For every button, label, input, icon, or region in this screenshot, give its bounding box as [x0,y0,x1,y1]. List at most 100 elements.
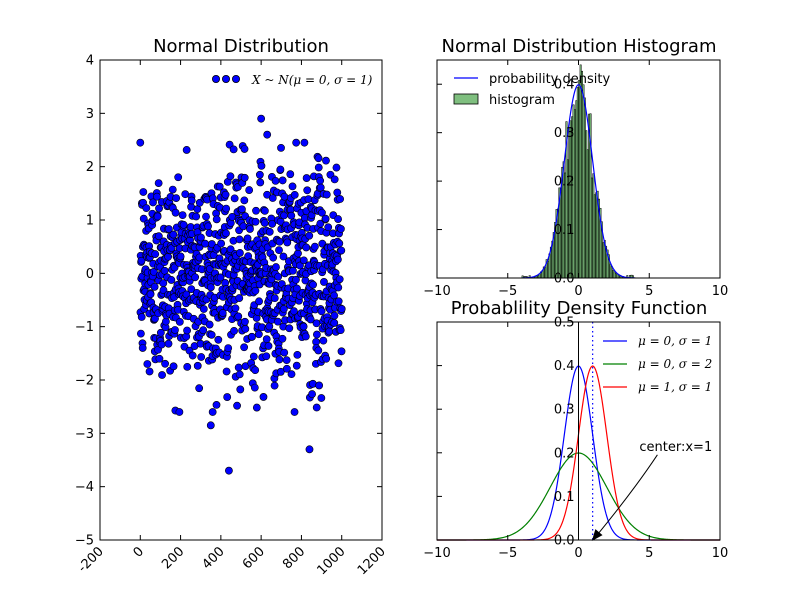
scatter-point [149,267,158,276]
pdf-legend-label-1: μ = 0, σ = 1 [638,334,712,348]
y-tick-label: 3 [86,107,94,122]
scatter-point [240,196,249,205]
scatter-point [317,307,326,316]
scatter-point [306,315,315,324]
scatter-point [192,212,201,221]
x-tick-label: 5 [645,284,653,299]
y-tick-label: −1 [75,320,94,335]
scatter-point [234,363,243,372]
scatter-point [208,408,217,416]
scatter-point [294,249,302,258]
scatter-point [330,319,339,327]
y-tick-label: −3 [75,427,94,442]
y-tick-label: 0.1 [554,490,575,505]
scatter-point [255,170,264,179]
scatter-point [270,294,279,303]
scatter-point [151,250,160,258]
scatter-point [171,326,179,334]
scatter-point [164,339,173,348]
scatter-legend-marker [211,75,220,84]
y-tick-label: −5 [75,534,94,549]
scatter-point [312,319,321,328]
y-tick-label: 1 [86,214,94,229]
scatter-point [334,215,342,223]
scatter-point [214,335,223,344]
scatter-point [137,256,146,265]
scatter-point [257,114,266,123]
scatter-point [260,219,269,227]
scatter-point [252,403,261,412]
scatter-point [337,225,345,233]
scatter-point [254,330,263,339]
scatter-point [290,408,299,416]
scatter-point [222,367,231,376]
scatter-point [145,367,154,376]
scatter-point [279,252,288,261]
scatter-point [238,205,246,214]
scatter-point [324,223,333,232]
scatter-point [175,317,184,326]
histogram-density-line [521,84,636,279]
histogram-legend-bar-swatch [453,93,479,105]
scatter-point [246,225,254,233]
scatter-point [288,182,297,191]
scatter-point [201,239,210,248]
pdf-legend-label-2: μ = 0, σ = 2 [638,357,712,371]
scatter-point [187,285,196,293]
scatter-point [292,275,300,284]
x-tick-label: −5 [498,284,517,299]
scatter-point [150,282,159,291]
scatter-point [251,217,260,226]
scatter-point [233,401,241,410]
scatter-point [183,362,192,371]
scatter-point [195,384,204,393]
scatter-point [156,328,165,337]
scatter-point [276,165,285,174]
scatter-point [320,278,328,286]
y-tick-label: 0.2 [554,446,575,461]
scatter-point [314,154,323,163]
y-tick-label: 2 [86,160,94,175]
scatter-point [314,163,323,172]
scatter-point [302,174,311,182]
scatter-point [188,351,197,360]
scatter-point [221,190,230,199]
scatter-point [334,359,343,368]
scatter-point [155,354,164,363]
y-tick-label: 4 [86,54,94,69]
x-tick-label: 600 [240,544,268,572]
annotation-arrow [594,454,658,539]
scatter-point [333,255,342,264]
scatter-point [256,178,265,187]
scatter-point [250,383,259,392]
scatter-point [175,408,184,416]
scatter-point [169,362,178,371]
scatter-point [334,297,343,306]
scatter-point [282,364,291,373]
scatter-point [268,194,277,202]
x-tick-label: −5 [498,546,517,561]
scatter-point [283,238,292,247]
scatter-point [268,219,277,228]
scatter-point [330,175,339,184]
y-tick-label: 0.0 [554,272,575,287]
scatter-point [199,326,208,335]
x-tick-label: −10 [423,284,450,299]
scatter-point [207,330,216,339]
scatter-point [316,183,325,192]
scatter-point [230,194,239,203]
histogram-legend-density-label: probability density [489,72,610,87]
scatter-point [317,394,326,402]
scatter-point [234,312,243,321]
scatter-point [305,231,314,240]
scatter-point [315,381,324,390]
scatter-point [187,196,196,205]
scatter-point [183,326,191,335]
scatter-point [274,272,283,281]
histogram-title: Normal Distribution Histogram [442,36,717,57]
scatter-point [273,317,282,326]
scatter-point [212,401,221,409]
scatter-point [241,317,249,326]
scatter-point [240,173,249,182]
scatter-point [206,421,215,430]
